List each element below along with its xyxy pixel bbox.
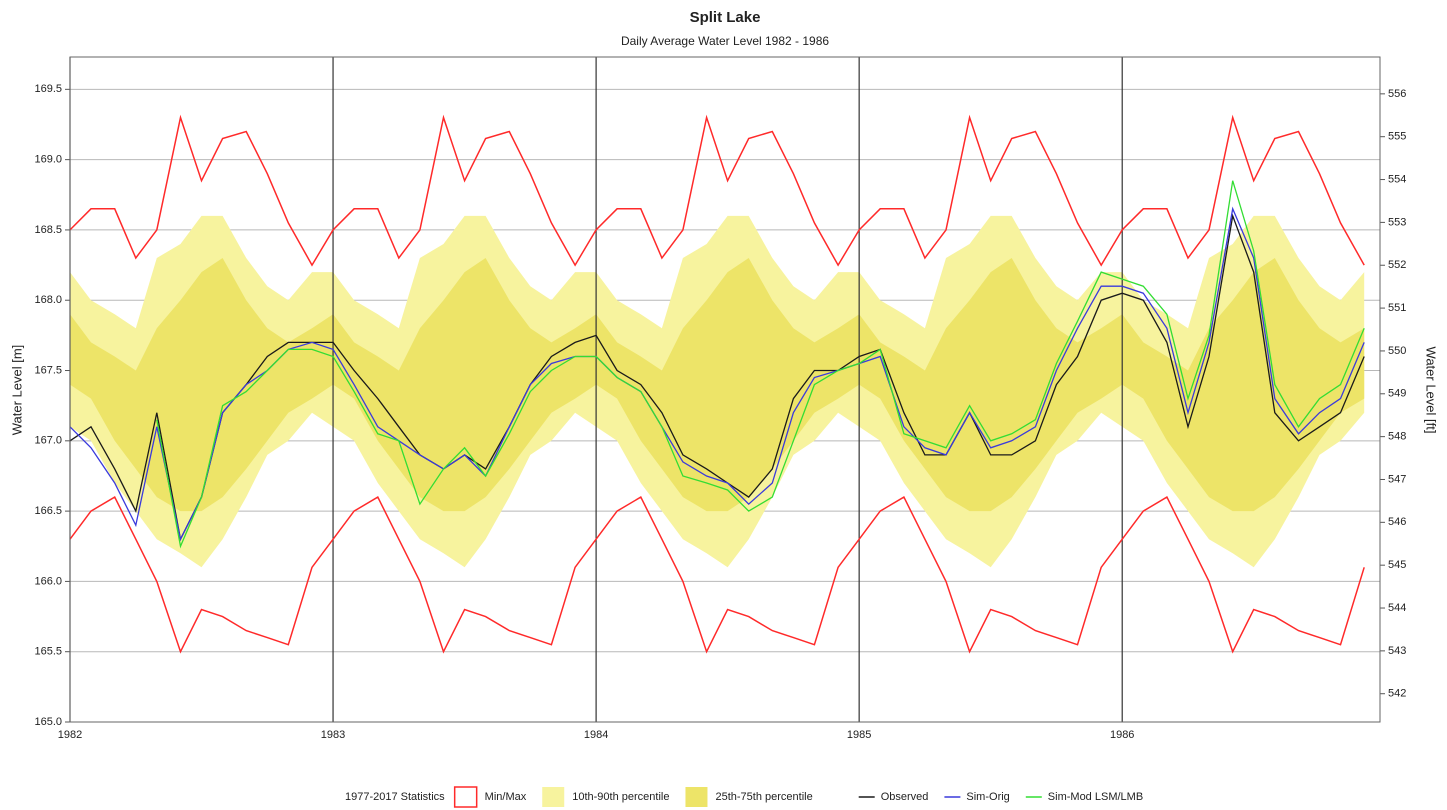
y2-tick-label: 546 (1388, 516, 1406, 528)
x-tick-label: 1986 (1110, 729, 1134, 741)
x-tick-label: 1985 (847, 729, 871, 741)
legend-swatch (542, 787, 565, 807)
legend-title: 1977-2017 Statistics (345, 791, 445, 803)
y2-tick-label: 543 (1388, 645, 1406, 657)
y-tick-label: 167.5 (34, 364, 62, 376)
x-tick-label: 1984 (584, 729, 608, 741)
chart-subtitle: Daily Average Water Level 1982 - 1986 (621, 34, 829, 48)
y-tick-label: 166.5 (34, 505, 62, 517)
y2-tick-label: 553 (1388, 216, 1406, 228)
y2-tick-label: 548 (1388, 431, 1406, 443)
y-tick-label: 169.0 (34, 154, 62, 166)
legend-label: Sim-Orig (966, 791, 1009, 803)
legend-swatch (453, 786, 478, 808)
y-tick-label: 167.0 (34, 435, 62, 447)
series-line (156, 180, 1365, 549)
x-tick-label: 1982 (58, 729, 82, 741)
y2-tick-label: 547 (1388, 473, 1406, 485)
y2-tick-label: 551 (1388, 302, 1406, 314)
percentile-band (70, 258, 1365, 512)
y2-tick-label: 554 (1388, 173, 1406, 185)
legend-label: 25th-75th percentile (715, 791, 812, 803)
y2-tick-label: 550 (1388, 345, 1406, 357)
y2-tick-label: 556 (1388, 88, 1406, 100)
y-axis-label: Water Level [m] (9, 345, 24, 436)
y-tick-label: 165.0 (34, 716, 62, 728)
series-line (69, 213, 1365, 542)
legend-swatch (685, 787, 708, 807)
legend-label: Observed (881, 791, 929, 803)
y-tick-label: 165.5 (34, 646, 62, 658)
minmax-line (69, 114, 1365, 267)
y-tick-label: 166.0 (34, 575, 62, 587)
x-tick-label: 1983 (321, 729, 345, 741)
legend-label: Sim-Mod LSM/LMB (1048, 791, 1143, 803)
chart-title: Split Lake (690, 9, 761, 26)
y2-tick-label: 549 (1388, 388, 1406, 400)
y2-tick-label: 544 (1388, 602, 1406, 614)
y2-tick-label: 552 (1388, 259, 1406, 271)
legend-label: 10th-90th percentile (572, 791, 669, 803)
plot-frame (69, 56, 1381, 723)
y2-tick-label: 555 (1388, 131, 1406, 143)
y2-axis-label: Water Level [ft] (1424, 347, 1439, 434)
y-tick-label: 168.0 (34, 294, 62, 306)
y-tick-label: 168.5 (34, 224, 62, 236)
y2-tick-label: 542 (1388, 688, 1406, 700)
legend-label: Min/Max (485, 791, 527, 803)
y2-tick-label: 545 (1388, 559, 1406, 571)
minmax-line (69, 496, 1365, 654)
y-tick-label: 169.5 (34, 83, 62, 95)
